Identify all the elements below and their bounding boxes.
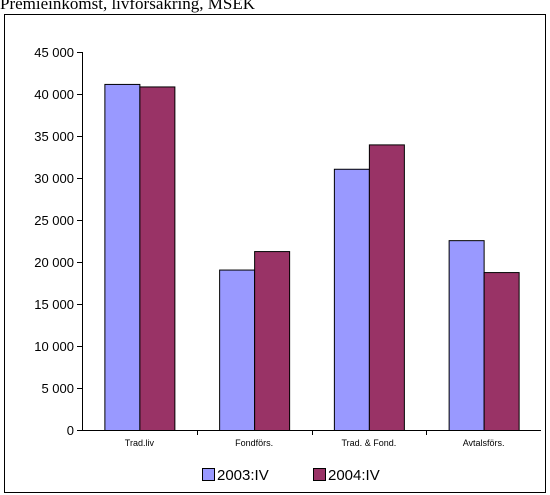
bars bbox=[104, 83, 520, 431]
bar-2003-2 bbox=[333, 168, 370, 431]
y-tick-label: 20 000 bbox=[34, 255, 74, 270]
legend-swatch-1 bbox=[313, 468, 326, 481]
x-category-label: Avtalsförs. bbox=[463, 438, 505, 448]
bar-2004-3 bbox=[483, 272, 520, 431]
x-category-label: Fondförs. bbox=[235, 438, 273, 448]
y-tick-label: 40 000 bbox=[34, 87, 74, 102]
y-tick-label: 5 000 bbox=[41, 381, 74, 396]
chart-caption: Premieinkomst, livförsäkring, MSEK bbox=[0, 0, 255, 13]
x-category-label: Trad.liv bbox=[125, 438, 155, 448]
bar-2003-1 bbox=[219, 269, 256, 431]
y-tick-label: 45 000 bbox=[34, 45, 74, 60]
y-tick-label: 15 000 bbox=[34, 297, 74, 312]
bar-2004-2 bbox=[368, 144, 405, 431]
bar-2004-0 bbox=[139, 86, 176, 431]
legend-label-1: 2004:IV bbox=[328, 467, 380, 484]
y-axis: 0 5 000 10 000 15 000 20 000 25 000 30 000 35 0… bbox=[34, 45, 83, 438]
x-category-label: Trad. & Fond. bbox=[342, 438, 397, 448]
legend-swatch-0 bbox=[202, 468, 215, 481]
legend-label-0: 2003:IV bbox=[217, 467, 269, 484]
legend: 2003:IV 2004:IV bbox=[202, 467, 380, 484]
y-tick-label: 30 000 bbox=[34, 171, 74, 186]
y-tick-label: 10 000 bbox=[34, 339, 74, 354]
bar-2004-1 bbox=[254, 251, 291, 431]
y-tick-label: 0 bbox=[67, 423, 74, 438]
y-tick-label: 25 000 bbox=[34, 213, 74, 228]
bar-2003-3 bbox=[448, 240, 485, 431]
y-tick-label: 35 000 bbox=[34, 129, 74, 144]
bar-2003-0 bbox=[104, 83, 141, 431]
